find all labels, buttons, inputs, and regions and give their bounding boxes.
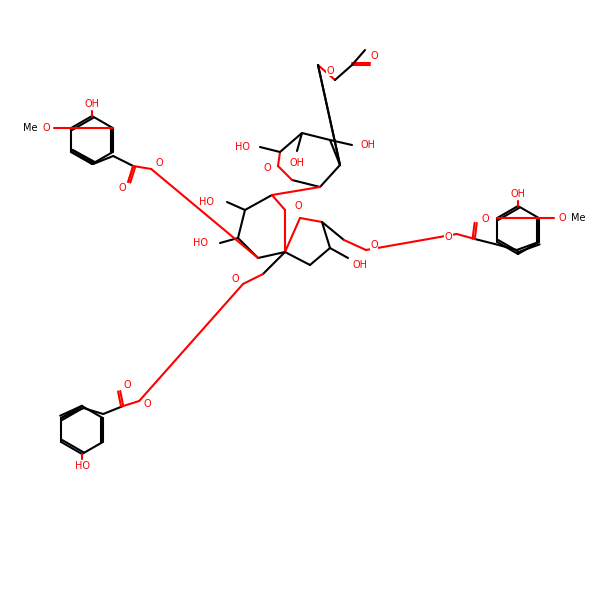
Text: O: O xyxy=(294,201,302,211)
Text: Me: Me xyxy=(23,123,37,133)
Text: OH: OH xyxy=(290,158,305,168)
Text: O: O xyxy=(231,274,239,284)
Text: OH: OH xyxy=(511,189,526,199)
Text: HO: HO xyxy=(199,197,215,207)
Text: O: O xyxy=(143,399,151,409)
Text: O: O xyxy=(42,123,50,133)
Text: O: O xyxy=(155,158,163,168)
Text: HO: HO xyxy=(193,238,208,248)
Text: O: O xyxy=(293,203,301,213)
Text: O: O xyxy=(124,380,131,390)
Text: OH: OH xyxy=(353,260,367,270)
Text: O: O xyxy=(263,163,271,173)
Text: O: O xyxy=(558,213,566,223)
Text: O: O xyxy=(118,183,126,193)
Text: O: O xyxy=(326,66,334,76)
Text: OH: OH xyxy=(85,99,100,109)
Text: O: O xyxy=(370,51,378,61)
Text: Me: Me xyxy=(571,213,585,223)
Text: O: O xyxy=(482,214,490,224)
Text: O: O xyxy=(445,232,452,242)
Text: HO: HO xyxy=(74,461,89,471)
Text: OH: OH xyxy=(361,140,376,150)
Text: HO: HO xyxy=(235,142,250,152)
Text: O: O xyxy=(370,240,378,250)
